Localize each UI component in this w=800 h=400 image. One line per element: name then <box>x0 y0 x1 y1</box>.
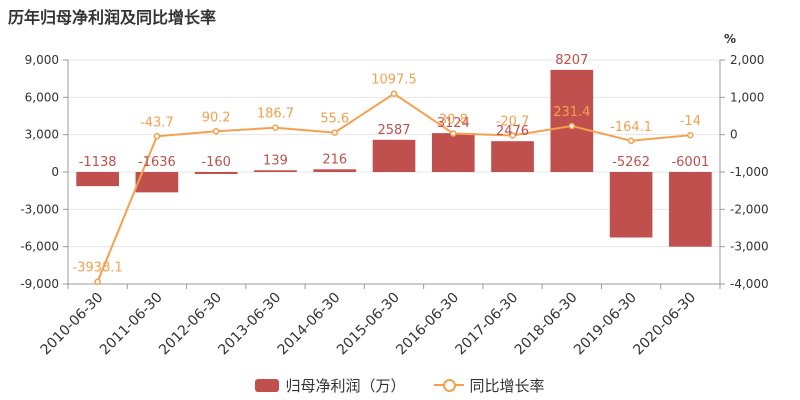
bar <box>550 69 594 172</box>
y-right-unit: % <box>724 32 736 46</box>
legend-line-swatch <box>433 378 464 392</box>
growth-point <box>94 278 101 285</box>
growth-label: -43.7 <box>140 115 174 130</box>
x-tick-label: 2017-06-30 <box>453 290 522 359</box>
growth-label: -164.1 <box>610 120 652 135</box>
x-tick-label: 2013-06-30 <box>215 290 284 359</box>
bar-label: -5262 <box>612 155 650 170</box>
chart-legend: 归母净利润（万） 同比增长率 <box>0 374 800 396</box>
y-left-tick-label: 3,000 <box>25 128 59 142</box>
legend-bar-swatch <box>255 378 280 392</box>
y-right-tick-label: 2,000 <box>730 53 764 67</box>
growth-label: 186.7 <box>257 107 294 122</box>
y-left-tick-label: -6,000 <box>20 240 59 254</box>
y-right-tick-label: -2,000 <box>730 202 769 216</box>
growth-label: 55.6 <box>320 112 349 127</box>
growth-label: 90.2 <box>202 110 231 125</box>
growth-label: 1097.5 <box>371 73 417 88</box>
y-right-tick-label: -1,000 <box>730 165 769 179</box>
y-right-tick-label: -4,000 <box>730 277 769 291</box>
x-tick-label: 2020-06-30 <box>630 290 699 359</box>
y-right-tick-label: 0 <box>730 128 738 142</box>
y-right-tick-label: -3,000 <box>730 240 769 254</box>
x-tick-label: 2010-06-30 <box>38 290 107 359</box>
bar-label: -1636 <box>138 155 176 170</box>
bar-label: -6001 <box>671 155 709 170</box>
growth-label: -3938.1 <box>73 261 123 276</box>
x-tick-label: 2018-06-30 <box>512 290 581 359</box>
y-left-tick-label: -3,000 <box>20 202 59 216</box>
bar <box>372 139 416 172</box>
x-tick-label: 2014-06-30 <box>275 290 344 359</box>
y-left-tick-label: 0 <box>51 165 59 179</box>
bar <box>669 172 712 247</box>
x-tick-label: 2016-06-30 <box>393 290 462 359</box>
legend-bar-label: 归母净利润（万） <box>285 376 406 395</box>
growth-point <box>272 124 279 131</box>
legend-item-line[interactable]: 同比增长率 <box>433 375 545 396</box>
bar-label: 3124 <box>437 116 470 131</box>
bar-label: 2587 <box>377 123 410 138</box>
bar <box>194 172 238 174</box>
growth-point <box>390 90 398 97</box>
y-right-tick-label: 1,000 <box>730 90 764 104</box>
growth-point <box>212 128 220 135</box>
bar <box>313 169 357 172</box>
bar <box>431 133 475 172</box>
growth-point <box>450 130 457 137</box>
growth-point <box>153 133 161 140</box>
bar <box>135 172 179 193</box>
bar-label: 2476 <box>496 124 529 139</box>
growth-point <box>627 137 635 145</box>
bar-label: 216 <box>322 152 347 167</box>
chart-title: 历年归母净利润及同比增长率 <box>8 8 217 27</box>
growth-point <box>509 132 516 139</box>
bar-label: 139 <box>263 153 288 168</box>
growth-label: 231.4 <box>553 105 590 120</box>
y-left-tick-label: 6,000 <box>25 90 59 104</box>
growth-label: 30.8 <box>439 113 468 128</box>
x-tick-label: 2019-06-30 <box>571 290 640 359</box>
legend-item-bar[interactable]: 归母净利润（万） <box>255 375 406 396</box>
growth-label: -20.7 <box>496 114 530 129</box>
y-left-tick-label: -9,000 <box>20 277 59 291</box>
x-tick-label: 2015-06-30 <box>334 290 403 359</box>
growth-point <box>568 122 576 130</box>
legend-line-label: 同比增长率 <box>469 376 545 395</box>
bar-label: -1138 <box>79 155 117 170</box>
x-tick-label: 2012-06-30 <box>156 290 225 359</box>
growth-point <box>687 131 694 139</box>
growth-point <box>331 129 338 136</box>
x-tick-label: 2011-06-30 <box>97 290 166 359</box>
growth-label: -14 <box>680 114 701 129</box>
bar <box>491 141 534 172</box>
bar-label: 8207 <box>555 53 588 68</box>
bar <box>254 170 297 172</box>
bar-label: -160 <box>201 155 231 170</box>
bar <box>609 172 653 238</box>
bar <box>76 172 119 187</box>
y-left-tick-label: 9,000 <box>25 53 59 67</box>
